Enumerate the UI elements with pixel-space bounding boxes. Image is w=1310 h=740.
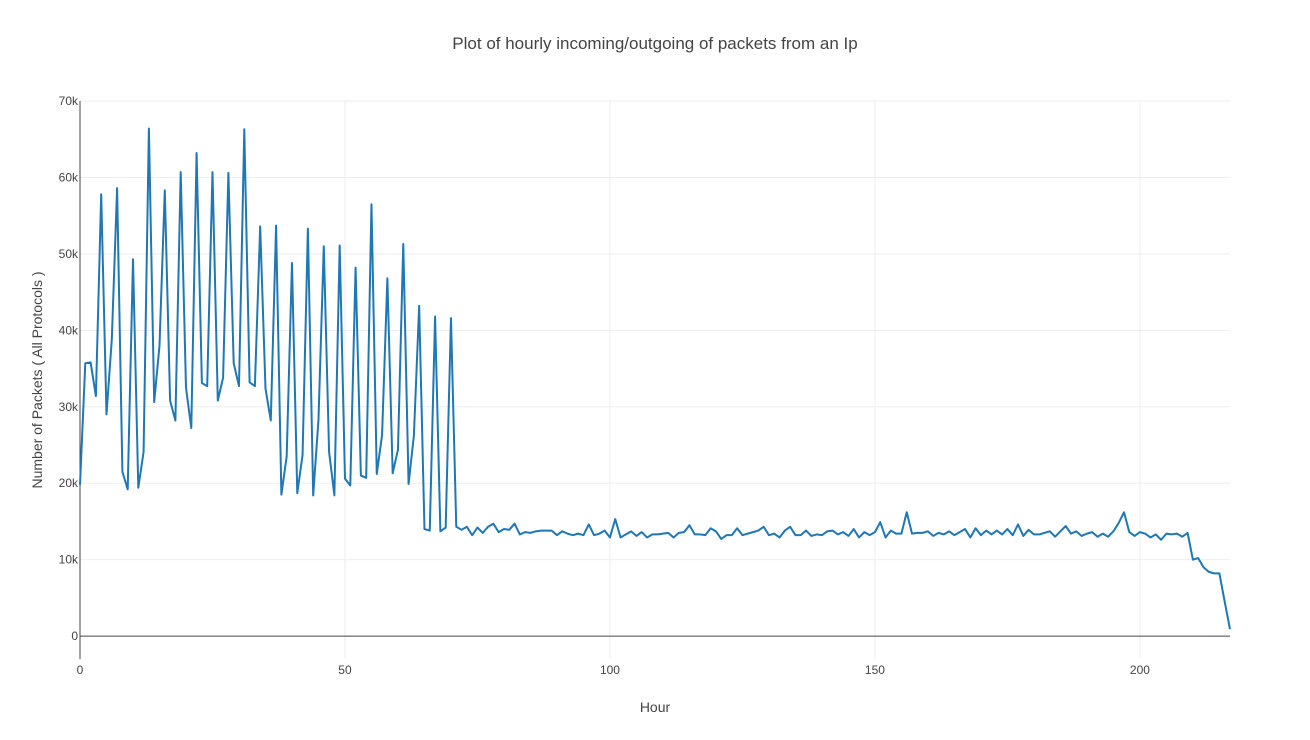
axes xyxy=(79,101,1230,659)
x-tick-label: 100 xyxy=(600,663,620,677)
y-tick-label: 50k xyxy=(59,247,79,261)
y-tick-label: 40k xyxy=(59,323,79,337)
chart-title: Plot of hourly incoming/outgoing of pack… xyxy=(452,34,857,53)
x-tick-label: 50 xyxy=(338,663,352,677)
y-tick-label: 70k xyxy=(59,94,79,108)
y-tick-label: 10k xyxy=(59,553,79,567)
x-tick-label: 0 xyxy=(77,663,84,677)
y-tick-label: 60k xyxy=(59,170,79,184)
x-axis-title: Hour xyxy=(640,699,671,715)
grid-lines xyxy=(80,100,1230,659)
series-layer xyxy=(79,127,1231,630)
tick-labels: 0 50 100 150 200 0 10k 20k 30k 40k 50k 60k 70k xyxy=(59,94,1151,677)
x-tick-label: 200 xyxy=(1130,663,1150,677)
y-axis-title: Number of Packets ( All Protocols ) xyxy=(29,271,45,488)
y-tick-label: 20k xyxy=(59,476,79,490)
y-tick-label: 30k xyxy=(59,400,79,414)
series-line xyxy=(79,127,1231,630)
x-tick-label: 150 xyxy=(865,663,885,677)
y-tick-label: 0 xyxy=(71,629,78,643)
